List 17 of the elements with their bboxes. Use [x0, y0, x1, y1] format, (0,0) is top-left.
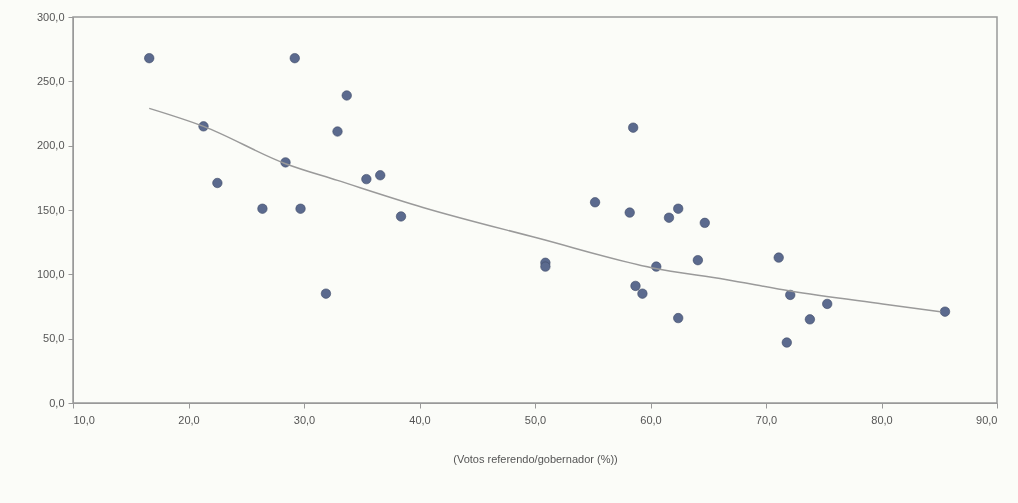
x-tick-label: 90,0 [976, 413, 998, 426]
x-tick-label: 10,0 [73, 413, 95, 426]
x-tick-label: 50,0 [524, 413, 547, 426]
y-tick-label: 200,0 [36, 139, 65, 152]
x-tick-label: 20,0 [178, 413, 200, 426]
y-tick-label: 100,0 [36, 267, 65, 280]
x-tick-label: 30,0 [293, 413, 316, 426]
x-tick-label: 80,0 [871, 413, 893, 426]
y-tick-label: 150,0 [36, 203, 65, 216]
x-tick-label: 70,0 [755, 413, 778, 426]
y-tick-label: 250,0 [36, 74, 65, 87]
x-tick-label: 40,0 [409, 413, 431, 426]
y-tick-label: 50,0 [43, 332, 65, 345]
x-axis-title: (Votos referendo/gobernador (%)) [453, 452, 618, 465]
x-tick-label: 60,0 [640, 413, 662, 426]
y-tick-label: 300,0 [36, 10, 65, 23]
y-tick-label: 0,0 [49, 396, 65, 409]
